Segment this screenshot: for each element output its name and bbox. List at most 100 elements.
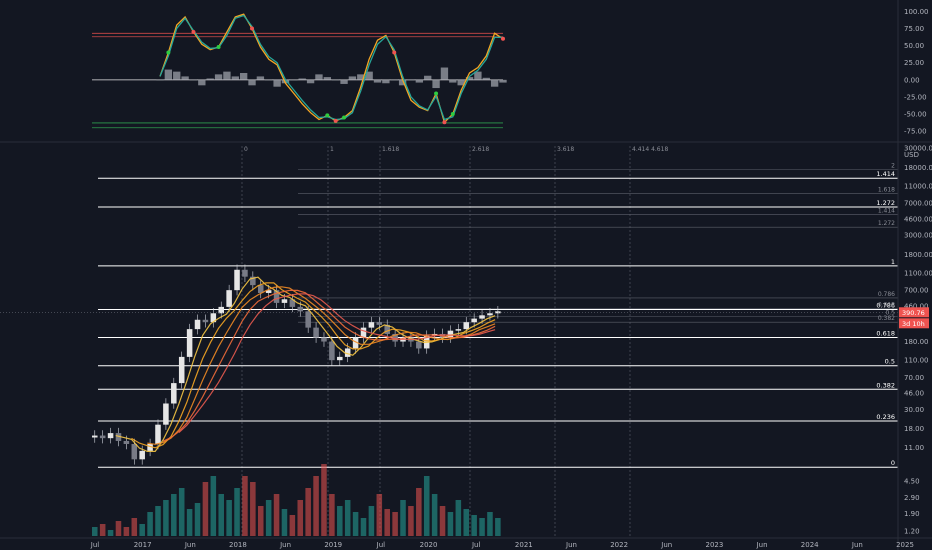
candle-body xyxy=(131,443,138,460)
fib-level-label: 0.5 xyxy=(885,358,895,366)
candle-body xyxy=(447,330,454,338)
osc-histogram-bar xyxy=(290,79,298,81)
osc-histogram-bar xyxy=(449,79,457,83)
osc-histogram-bar xyxy=(440,67,449,80)
candle-body xyxy=(384,324,390,334)
candle-body xyxy=(463,322,470,330)
candle-body xyxy=(281,299,288,303)
osc-y-tick-label: 100.00 xyxy=(904,8,929,16)
osc-cross-dot xyxy=(216,45,221,49)
candle-body xyxy=(344,348,351,357)
x-tick-label: Jul xyxy=(471,541,481,549)
ma-ribbon-line xyxy=(115,276,496,452)
price-y-tick-label: 3000.00 xyxy=(904,232,932,240)
osc-histogram-bar xyxy=(265,79,273,81)
osc-histogram-bar xyxy=(407,79,415,81)
candle-body xyxy=(250,276,256,286)
price-y-tick-label: 700.00 xyxy=(904,287,929,295)
candle-body xyxy=(273,290,280,303)
osc-cross-dot xyxy=(450,112,455,117)
osc-histogram-bar xyxy=(482,77,490,80)
price-y-tick-label: 460.00 xyxy=(904,303,929,311)
price-y-tick-label: 11.00 xyxy=(904,444,924,452)
osc-y-tick-label: 0.00 xyxy=(904,76,920,84)
osc-histogram-bar xyxy=(432,79,440,89)
volume-bar xyxy=(423,476,430,536)
volume-bar xyxy=(147,512,153,536)
time-fib-label: 0 xyxy=(244,146,248,153)
price-tag-label: 390.76 xyxy=(902,309,925,317)
osc-histogram-bar xyxy=(315,74,323,80)
fib-level-label: 1.272 xyxy=(876,199,895,207)
osc-histogram-bar xyxy=(256,76,265,80)
osc-histogram-bar xyxy=(365,71,373,80)
candle-body xyxy=(495,311,501,314)
osc-cross-dot xyxy=(325,113,330,118)
volume-bar xyxy=(439,506,446,536)
currency-label: USD xyxy=(904,151,919,159)
volume-bar xyxy=(487,512,493,536)
candle-body xyxy=(337,356,343,361)
osc-histogram-bar xyxy=(214,74,223,80)
candle-body xyxy=(218,306,224,314)
osc-histogram-bar xyxy=(474,71,482,80)
fib-dim-label: 1.618 xyxy=(878,187,895,194)
fib-level-label: 1.414 xyxy=(876,170,895,178)
candle-body xyxy=(416,341,422,349)
fib-dim-label: 0.382 xyxy=(878,315,895,322)
price-pane: 0 1 1.618 2.618 3.618 4.414 4.6181.4141.27210… xyxy=(0,146,898,536)
fib-level-label: 1 xyxy=(891,258,895,266)
fib-level-label: 0 xyxy=(891,459,895,467)
x-tick-label: 2017 xyxy=(134,541,152,549)
volume-bar xyxy=(265,500,272,536)
candle-body xyxy=(194,319,201,330)
volume-bar xyxy=(463,509,470,536)
osc-histogram-bar xyxy=(273,79,281,87)
volume-bar xyxy=(447,512,454,536)
candle-body xyxy=(265,290,272,293)
candle-body xyxy=(115,433,122,441)
osc-histogram-bar xyxy=(189,79,198,81)
x-tick-label: 2025 xyxy=(896,541,914,549)
osc-histogram-bar xyxy=(332,79,340,81)
volume-bar xyxy=(202,482,209,536)
candle-body xyxy=(479,315,485,319)
candle-body xyxy=(392,333,398,342)
fib-dim-label: 1.414 xyxy=(878,207,895,214)
x-tick-label: Jun xyxy=(279,541,291,549)
osc-histogram-bar xyxy=(490,79,499,87)
volume-bar xyxy=(242,476,248,536)
osc-histogram-bar xyxy=(223,71,231,80)
osc-histogram-bar xyxy=(156,79,164,81)
osc-histogram-bar xyxy=(248,79,256,86)
osc-y-tick-label: 25.00 xyxy=(904,59,924,67)
volume-bar xyxy=(218,494,224,536)
osc-cross-dot xyxy=(342,115,347,120)
candle-body xyxy=(455,329,462,331)
volume-bar xyxy=(431,494,438,536)
candle-body xyxy=(155,424,161,444)
volume-bar xyxy=(392,512,398,536)
osc-histogram-bar xyxy=(239,73,248,80)
volume-bar xyxy=(226,500,232,536)
osc-histogram-bar xyxy=(206,78,214,80)
volume-bar xyxy=(376,494,383,536)
osc-cross-dot xyxy=(392,50,397,55)
osc-y-tick-label: -75.00 xyxy=(904,128,927,136)
volume-bar xyxy=(495,518,501,536)
volume-bar xyxy=(479,518,485,536)
osc-histogram-bar xyxy=(164,69,173,80)
volume-bar xyxy=(186,509,193,536)
osc-histogram-bar xyxy=(398,79,407,86)
volume-bar xyxy=(115,521,122,536)
fib-level-label: 0.382 xyxy=(876,381,895,389)
price-y-tick-label: 30000.00 xyxy=(904,145,932,153)
candle-body xyxy=(305,311,311,328)
candle-body xyxy=(210,313,217,323)
fib-dim-label: 0.5 xyxy=(885,309,895,316)
candle-body xyxy=(257,285,264,293)
candle-body xyxy=(147,443,153,451)
osc-histogram-bar xyxy=(390,79,398,81)
